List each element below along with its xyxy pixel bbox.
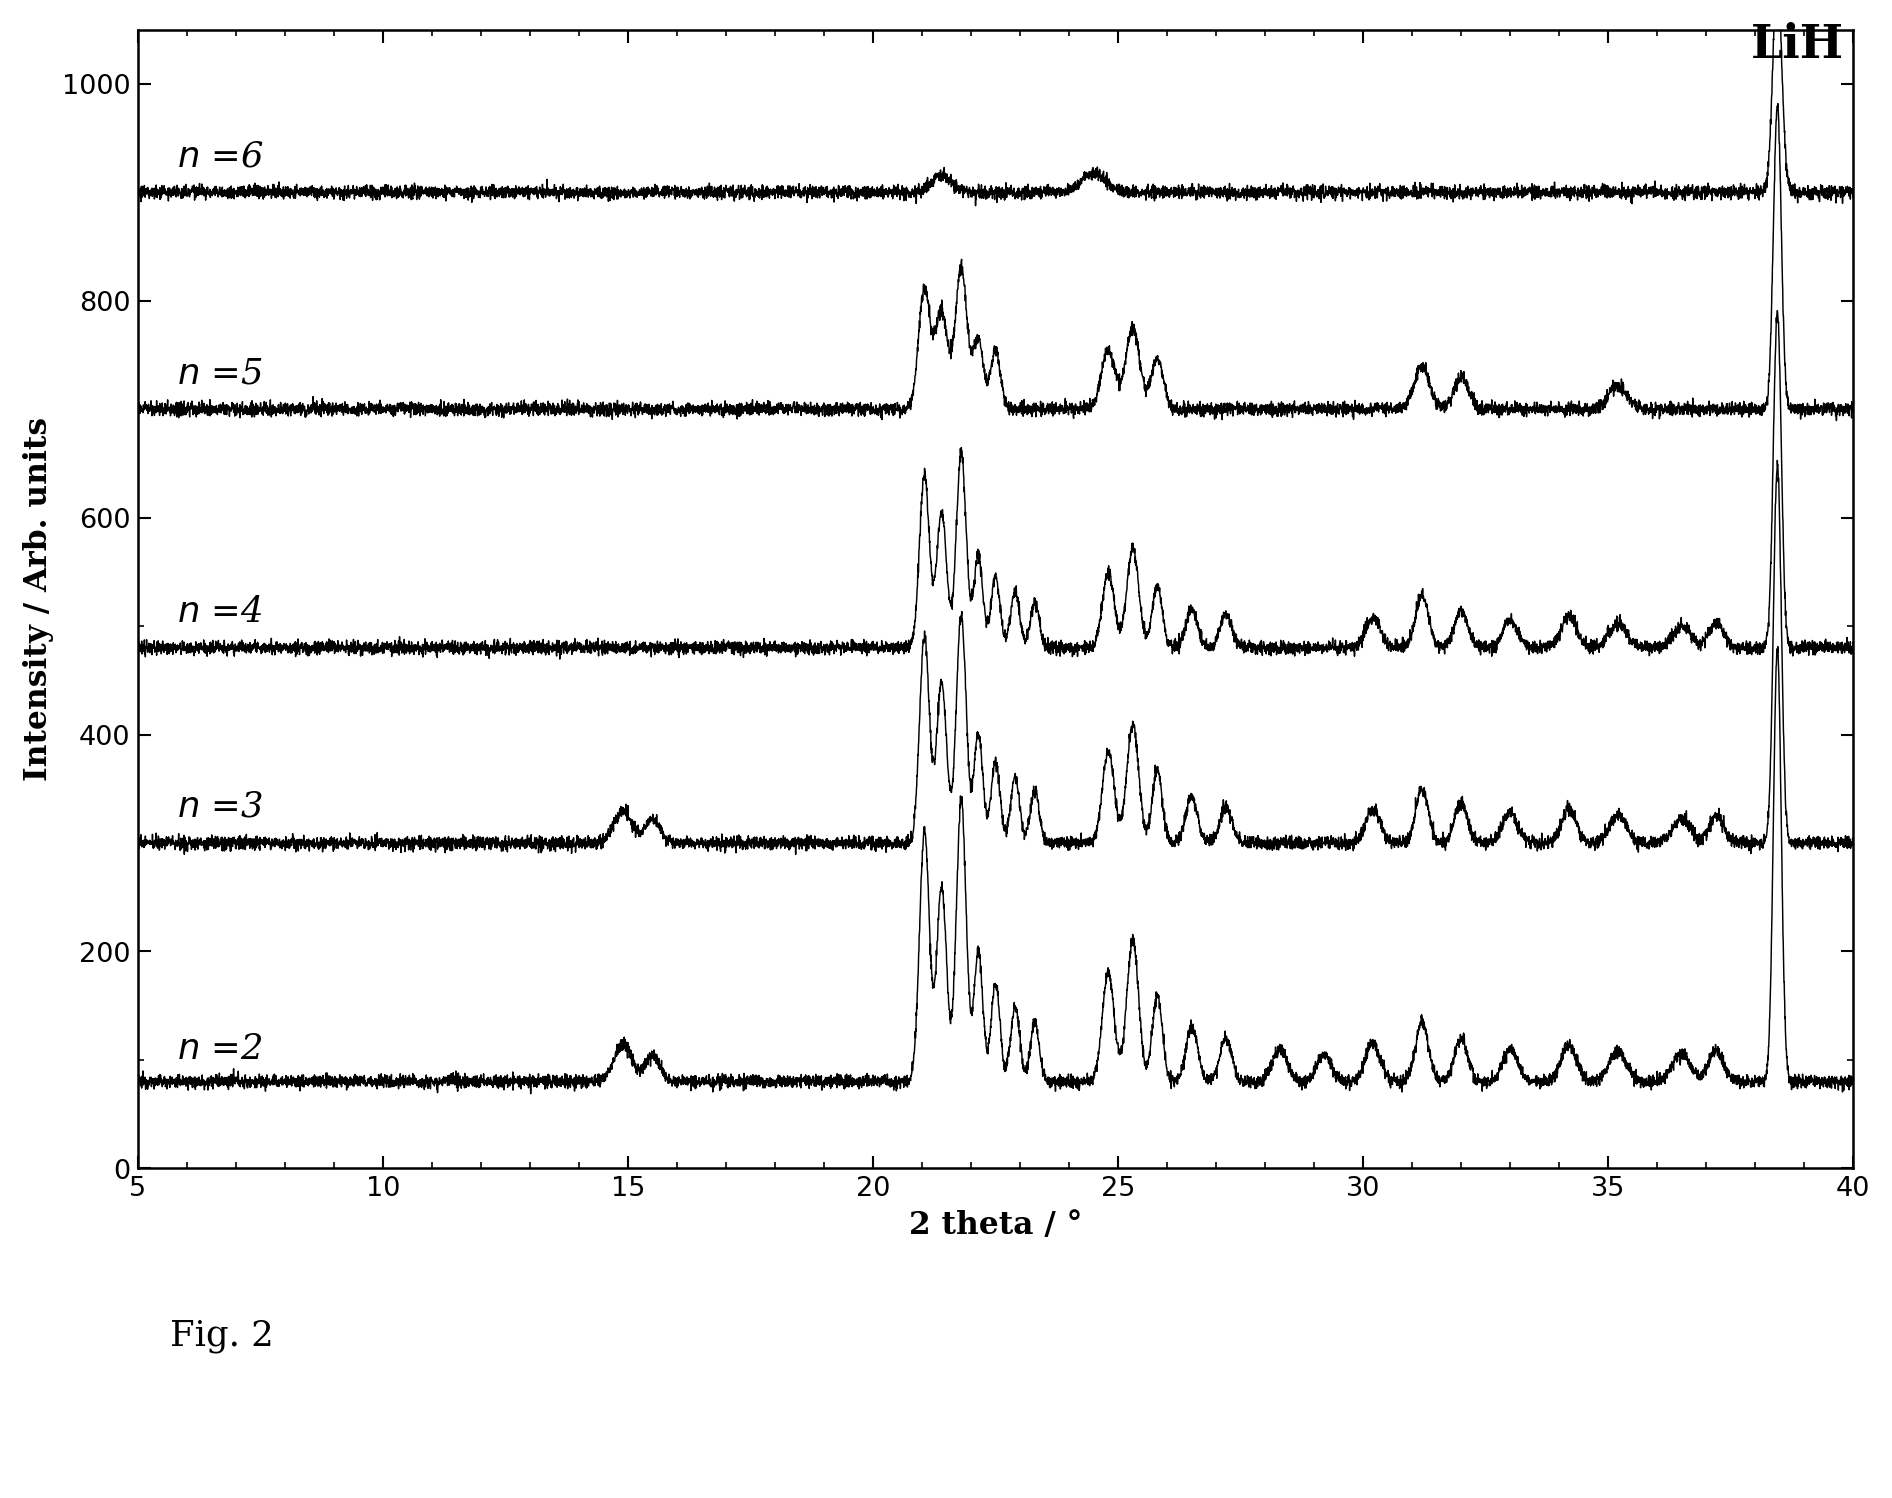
Text: Fig. 2: Fig. 2 xyxy=(170,1318,274,1353)
Text: $n$ =3: $n$ =3 xyxy=(176,789,263,824)
Text: $n$ =4: $n$ =4 xyxy=(176,595,261,629)
X-axis label: 2 theta / °: 2 theta / ° xyxy=(908,1210,1082,1240)
Text: $n$ =5: $n$ =5 xyxy=(176,357,263,389)
Y-axis label: Intensity / Arb. units: Intensity / Arb. units xyxy=(23,418,53,780)
Text: $n$ =6: $n$ =6 xyxy=(176,139,263,174)
Text: $n$ =2: $n$ =2 xyxy=(176,1032,263,1065)
Text: LiH: LiH xyxy=(1750,22,1843,67)
